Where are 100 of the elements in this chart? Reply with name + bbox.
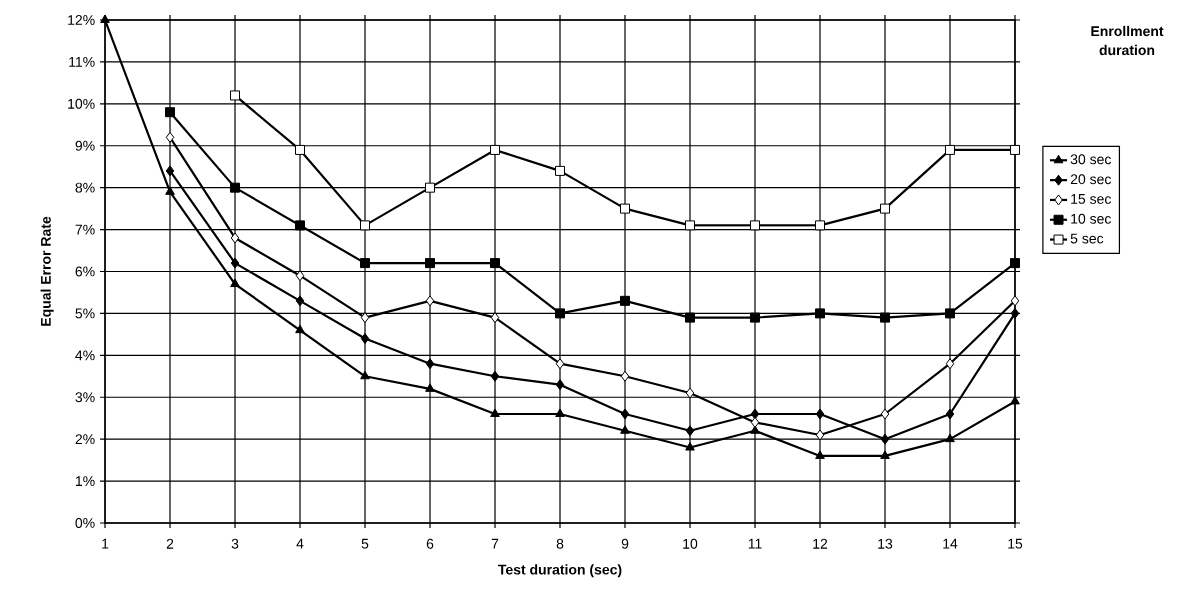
y-tick-label: 7% [75, 224, 95, 235]
point [1010, 258, 1020, 269]
point [555, 379, 565, 391]
point [750, 312, 760, 323]
y-tick-label: 11% [69, 57, 95, 67]
point [555, 408, 565, 418]
legend-label: 5 sec [1070, 233, 1104, 244]
point [750, 408, 760, 420]
point [490, 408, 500, 418]
point [685, 312, 695, 323]
point [945, 144, 955, 155]
point [620, 425, 630, 434]
x-tick-label: 10 [683, 538, 698, 549]
point [295, 295, 305, 307]
point [685, 442, 695, 451]
x-tick-label: 2 [166, 538, 174, 549]
point [295, 270, 305, 282]
y-tick-label: 12% [68, 15, 95, 25]
point [165, 131, 175, 143]
point [360, 312, 370, 324]
point [555, 358, 565, 370]
point [295, 144, 306, 155]
legend-title: Enrollment duration [1091, 25, 1164, 56]
point [620, 370, 630, 382]
x-axis-title: Test duration (sec) [498, 564, 622, 578]
point [945, 408, 955, 420]
point [620, 295, 631, 306]
point [425, 258, 436, 269]
y-tick-label: 1% [75, 476, 95, 486]
point [815, 220, 825, 231]
point [165, 165, 175, 177]
y-tick-label: 8% [75, 182, 95, 193]
x-tick-label: 12 [813, 538, 828, 549]
y-tick-label: 10% [68, 98, 95, 109]
x-tick-label: 8 [556, 538, 564, 549]
point [295, 220, 306, 231]
x-tick-label: 13 [878, 538, 893, 549]
point [880, 450, 890, 459]
point [555, 308, 566, 319]
point [490, 144, 501, 155]
point [685, 387, 695, 399]
point [555, 165, 566, 176]
point [360, 370, 370, 380]
x-tick-label: 11 [748, 538, 762, 549]
point [815, 429, 825, 441]
y-tick-label: 5% [75, 308, 95, 319]
point [230, 232, 240, 244]
legend-label: 30 sec [1070, 154, 1112, 165]
y-tick-label: 9% [75, 140, 95, 151]
point [815, 308, 825, 319]
point [750, 220, 760, 231]
y-tick-label: 3% [75, 392, 95, 403]
point [360, 220, 371, 231]
point [230, 278, 240, 288]
point [425, 383, 435, 392]
point [165, 107, 176, 118]
point [620, 203, 631, 214]
point [880, 433, 890, 445]
x-tick-label: 6 [426, 538, 434, 549]
y-tick-label: 4% [75, 350, 95, 361]
point [815, 450, 825, 459]
point [945, 358, 955, 370]
point [425, 358, 435, 370]
x-tick-label: 14 [943, 538, 958, 549]
point [490, 370, 500, 382]
point [945, 433, 955, 443]
y-tick-label: 0% [75, 518, 95, 528]
point [425, 295, 435, 307]
x-tick-label: 1 [102, 538, 109, 549]
point [815, 408, 825, 420]
point [685, 220, 695, 231]
point [1010, 395, 1020, 405]
point [880, 408, 890, 420]
point [685, 425, 695, 437]
point [490, 312, 500, 324]
legend-label: 20 sec [1070, 174, 1112, 185]
legend-label: 10 sec [1071, 213, 1112, 224]
point [360, 258, 371, 269]
point [945, 308, 955, 319]
point [230, 257, 240, 269]
y-axis-title: Equal Error Rate [40, 216, 54, 326]
point [230, 90, 241, 101]
point [165, 186, 175, 195]
point [490, 258, 501, 269]
y-tick-label: 6% [75, 266, 95, 277]
point [100, 14, 110, 23]
y-tick-label: 2% [75, 434, 95, 445]
legend-label: 15 sec [1071, 194, 1112, 204]
x-tick-label: 9 [621, 538, 629, 549]
point [750, 416, 760, 428]
point [230, 182, 241, 193]
point [360, 333, 370, 345]
point [1010, 144, 1020, 155]
x-tick-label: 5 [361, 538, 369, 549]
x-tick-label: 7 [491, 538, 499, 549]
x-tick-label: 3 [231, 538, 239, 549]
point [880, 312, 890, 323]
point [1010, 307, 1020, 319]
point [425, 182, 436, 193]
x-tick-label: 4 [296, 538, 304, 549]
